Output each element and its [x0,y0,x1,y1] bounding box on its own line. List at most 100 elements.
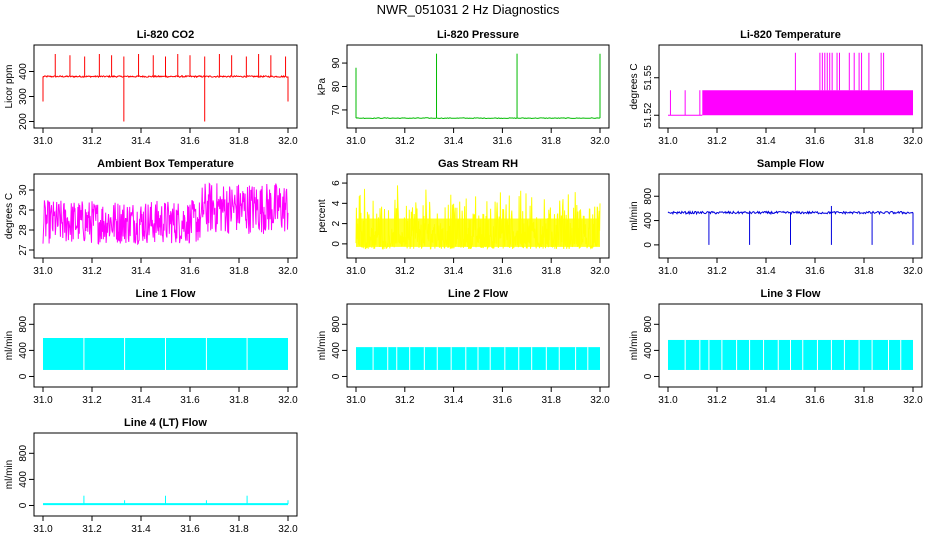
y-tick-label: 400 [18,63,29,80]
x-tick-label: 31.8 [229,395,249,406]
x-tick-label: 32.0 [590,136,610,147]
y-tick-label: 400 [18,471,29,488]
data-series [667,205,914,245]
rh-band [356,218,600,247]
data-series [43,495,289,506]
panel-title: Line 3 Flow [761,288,821,300]
x-tick-label: 31.8 [854,395,874,406]
x-tick-label: 31.0 [346,136,366,147]
panel-9: Line 4 (LT) Flow ml/min 31.0 31.2 31.4 31.6 31… [4,417,298,535]
x-tick-label: 32.0 [590,395,610,406]
x-tick-label: 31.2 [82,136,102,147]
y-axis-label: ml/min [317,331,328,360]
panel-0: Li-820 CO2 Licor ppm 31.0 31.2 31.4 31.6 31.8 3… [4,29,298,147]
y-tick-label: 4 [331,200,342,206]
y-tick-label: 51.55 [643,65,654,90]
y-axis-label: percent [317,199,328,233]
x-tick-label: 31.6 [180,524,200,535]
x-tick-label: 31.4 [444,395,464,406]
x-tick-label: 31.4 [131,266,151,277]
y-tick-label: 28 [18,224,29,236]
x-tick-label: 31.2 [395,266,415,277]
x-tick-label: 31.8 [541,395,561,406]
ambient-temp-line [42,182,289,246]
panel-4: Gas Stream RH percent 31.0 31.2 31.4 31.6 31.8… [317,158,610,277]
y-tick-label: 0 [331,373,342,379]
y-tick-label: 800 [18,316,29,333]
x-tick-label: 31.4 [756,136,776,147]
y-tick-label: 400 [643,212,654,229]
x-tick-label: 31.8 [229,524,249,535]
y-axis-label: ml/min [629,331,640,360]
pressure-line [355,117,601,120]
y-axis-label: kPa [317,77,328,95]
y-tick-label: 800 [643,316,654,333]
x-tick-label: 31.6 [180,136,200,147]
plot-box [658,44,923,129]
y-tick-label: 300 [18,88,29,105]
x-tick-label: 31.0 [346,266,366,277]
x-tick-label: 31.2 [395,395,415,406]
data-series [355,185,601,251]
x-tick-label: 31.4 [131,136,151,147]
x-tick-label: 31.4 [756,395,776,406]
y-tick-label: 70 [331,104,342,116]
plot-box [346,173,610,259]
x-tick-label: 32.0 [903,136,923,147]
y-axis-label: ml/min [4,460,15,489]
x-tick-label: 31.8 [541,266,561,277]
data-series [668,339,913,370]
data-series [42,182,289,246]
y-tick-label: 30 [18,184,29,196]
x-tick-label: 32.0 [278,395,298,406]
panel-title: Li-820 Temperature [740,29,841,41]
plot-box [346,44,610,129]
x-tick-label: 31.2 [82,395,102,406]
plot-box [658,173,923,259]
y-tick-label: 400 [331,342,342,359]
y-tick-label: 200 [18,113,29,130]
panel-title: Li-820 Pressure [437,29,519,41]
panel-7: Line 2 Flow ml/min 31.0 31.2 31.4 31.6 31.8 32.… [317,288,610,406]
panel-title: Line 4 (LT) Flow [124,417,207,429]
y-tick-label: 51.52 [643,102,654,127]
x-tick-label: 31.0 [33,524,53,535]
data-series [356,347,600,370]
x-tick-label: 31.2 [707,136,727,147]
y-tick-label: 0 [18,502,29,508]
x-tick-label: 32.0 [278,524,298,535]
figure-title: NWR_051031 2 Hz Diagnostics [377,2,560,17]
y-tick-label: 0 [643,242,654,248]
temp-band [702,90,913,116]
panels: Li-820 CO2 Licor ppm 31.0 31.2 31.4 31.6 31.8 3… [4,29,923,535]
panel-5: Sample Flow ml/min 31.0 31.2 31.4 31.6 31.8 32.… [629,158,923,277]
x-tick-label: 31.8 [229,136,249,147]
x-tick-label: 31.2 [82,524,102,535]
panel-6: Line 1 Flow ml/min 31.0 31.2 31.4 31.6 31.8 32.… [4,288,298,406]
data-series [355,53,601,120]
plot-box [33,303,298,388]
y-tick-label: 400 [643,342,654,359]
x-tick-label: 31.6 [493,266,513,277]
co2-line [42,74,288,79]
x-tick-label: 31.6 [180,266,200,277]
panel-title: Line 2 Flow [448,288,508,300]
x-tick-label: 31.2 [707,266,727,277]
x-tick-label: 31.2 [395,136,415,147]
x-tick-label: 31.4 [131,524,151,535]
plot-box [346,303,610,388]
x-tick-label: 31.4 [444,136,464,147]
panel-1: Li-820 Pressure kPa 31.0 31.2 31.4 31.6 31.8 32… [317,29,610,147]
y-axis-label: degrees C [629,63,640,109]
x-tick-label: 31.4 [131,395,151,406]
x-tick-label: 31.8 [854,136,874,147]
y-tick-label: 0 [331,241,342,247]
x-tick-label: 31.8 [229,266,249,277]
y-tick-label: 800 [331,316,342,333]
y-tick-label: 0 [18,373,29,379]
y-tick-label: 2 [331,220,342,226]
x-tick-label: 31.0 [33,266,53,277]
data-series [43,338,288,370]
data-series [668,52,913,116]
